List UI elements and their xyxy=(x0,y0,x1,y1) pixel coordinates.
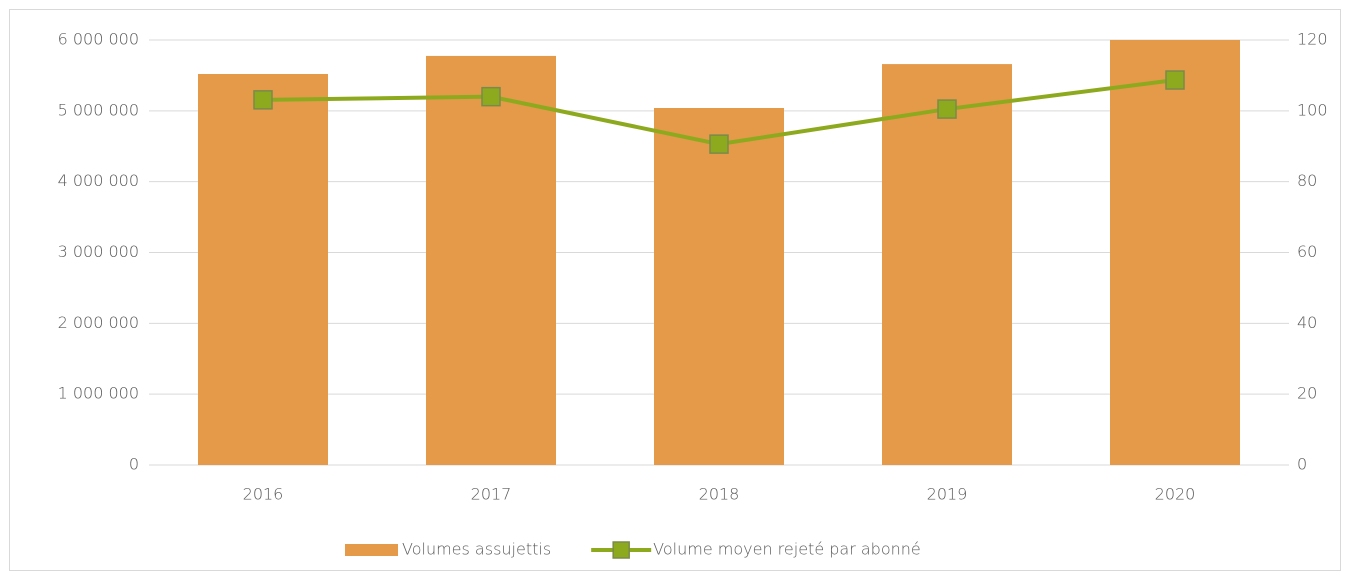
marker xyxy=(709,134,729,154)
x-tick-label: 2017 xyxy=(471,485,512,504)
y-tick-label: 3 000 000 xyxy=(58,242,139,261)
legend-label: Volumes assujettis xyxy=(402,540,551,559)
y-tick-label: 6 000 000 xyxy=(58,30,139,49)
legend-label: Volume moyen rejeté par abonné xyxy=(653,540,921,559)
bar xyxy=(654,108,784,465)
y2-tick-label: 0 xyxy=(1297,455,1307,474)
y2-tick-label: 40 xyxy=(1297,313,1317,332)
bar xyxy=(882,64,1012,465)
y2-tick-label: 120 xyxy=(1297,30,1328,49)
y2-tick-label: 60 xyxy=(1297,242,1317,261)
marker xyxy=(937,99,957,119)
x-tick-label: 2019 xyxy=(927,485,968,504)
y-tick-label: 4 000 000 xyxy=(58,171,139,190)
marker xyxy=(481,86,501,107)
x-tick-label: 2018 xyxy=(699,485,740,504)
legend-swatch-marker xyxy=(612,541,630,559)
bar xyxy=(426,55,556,465)
y2-tick-label: 80 xyxy=(1297,171,1317,190)
y-tick-label: 1 000 000 xyxy=(58,384,139,403)
y2-tick-label: 100 xyxy=(1297,100,1328,119)
legend-swatch xyxy=(345,544,398,556)
y-tick-label: 5 000 000 xyxy=(58,100,139,119)
marker xyxy=(1165,70,1185,90)
marker xyxy=(253,90,273,110)
x-tick-label: 2016 xyxy=(243,485,284,504)
x-tick-label: 2020 xyxy=(1155,485,1196,504)
bar xyxy=(1110,40,1240,465)
y2-tick-label: 20 xyxy=(1297,384,1317,403)
y-tick-label: 2 000 000 xyxy=(58,313,139,332)
bar xyxy=(198,74,328,465)
y-tick-label: 0 xyxy=(129,455,139,474)
